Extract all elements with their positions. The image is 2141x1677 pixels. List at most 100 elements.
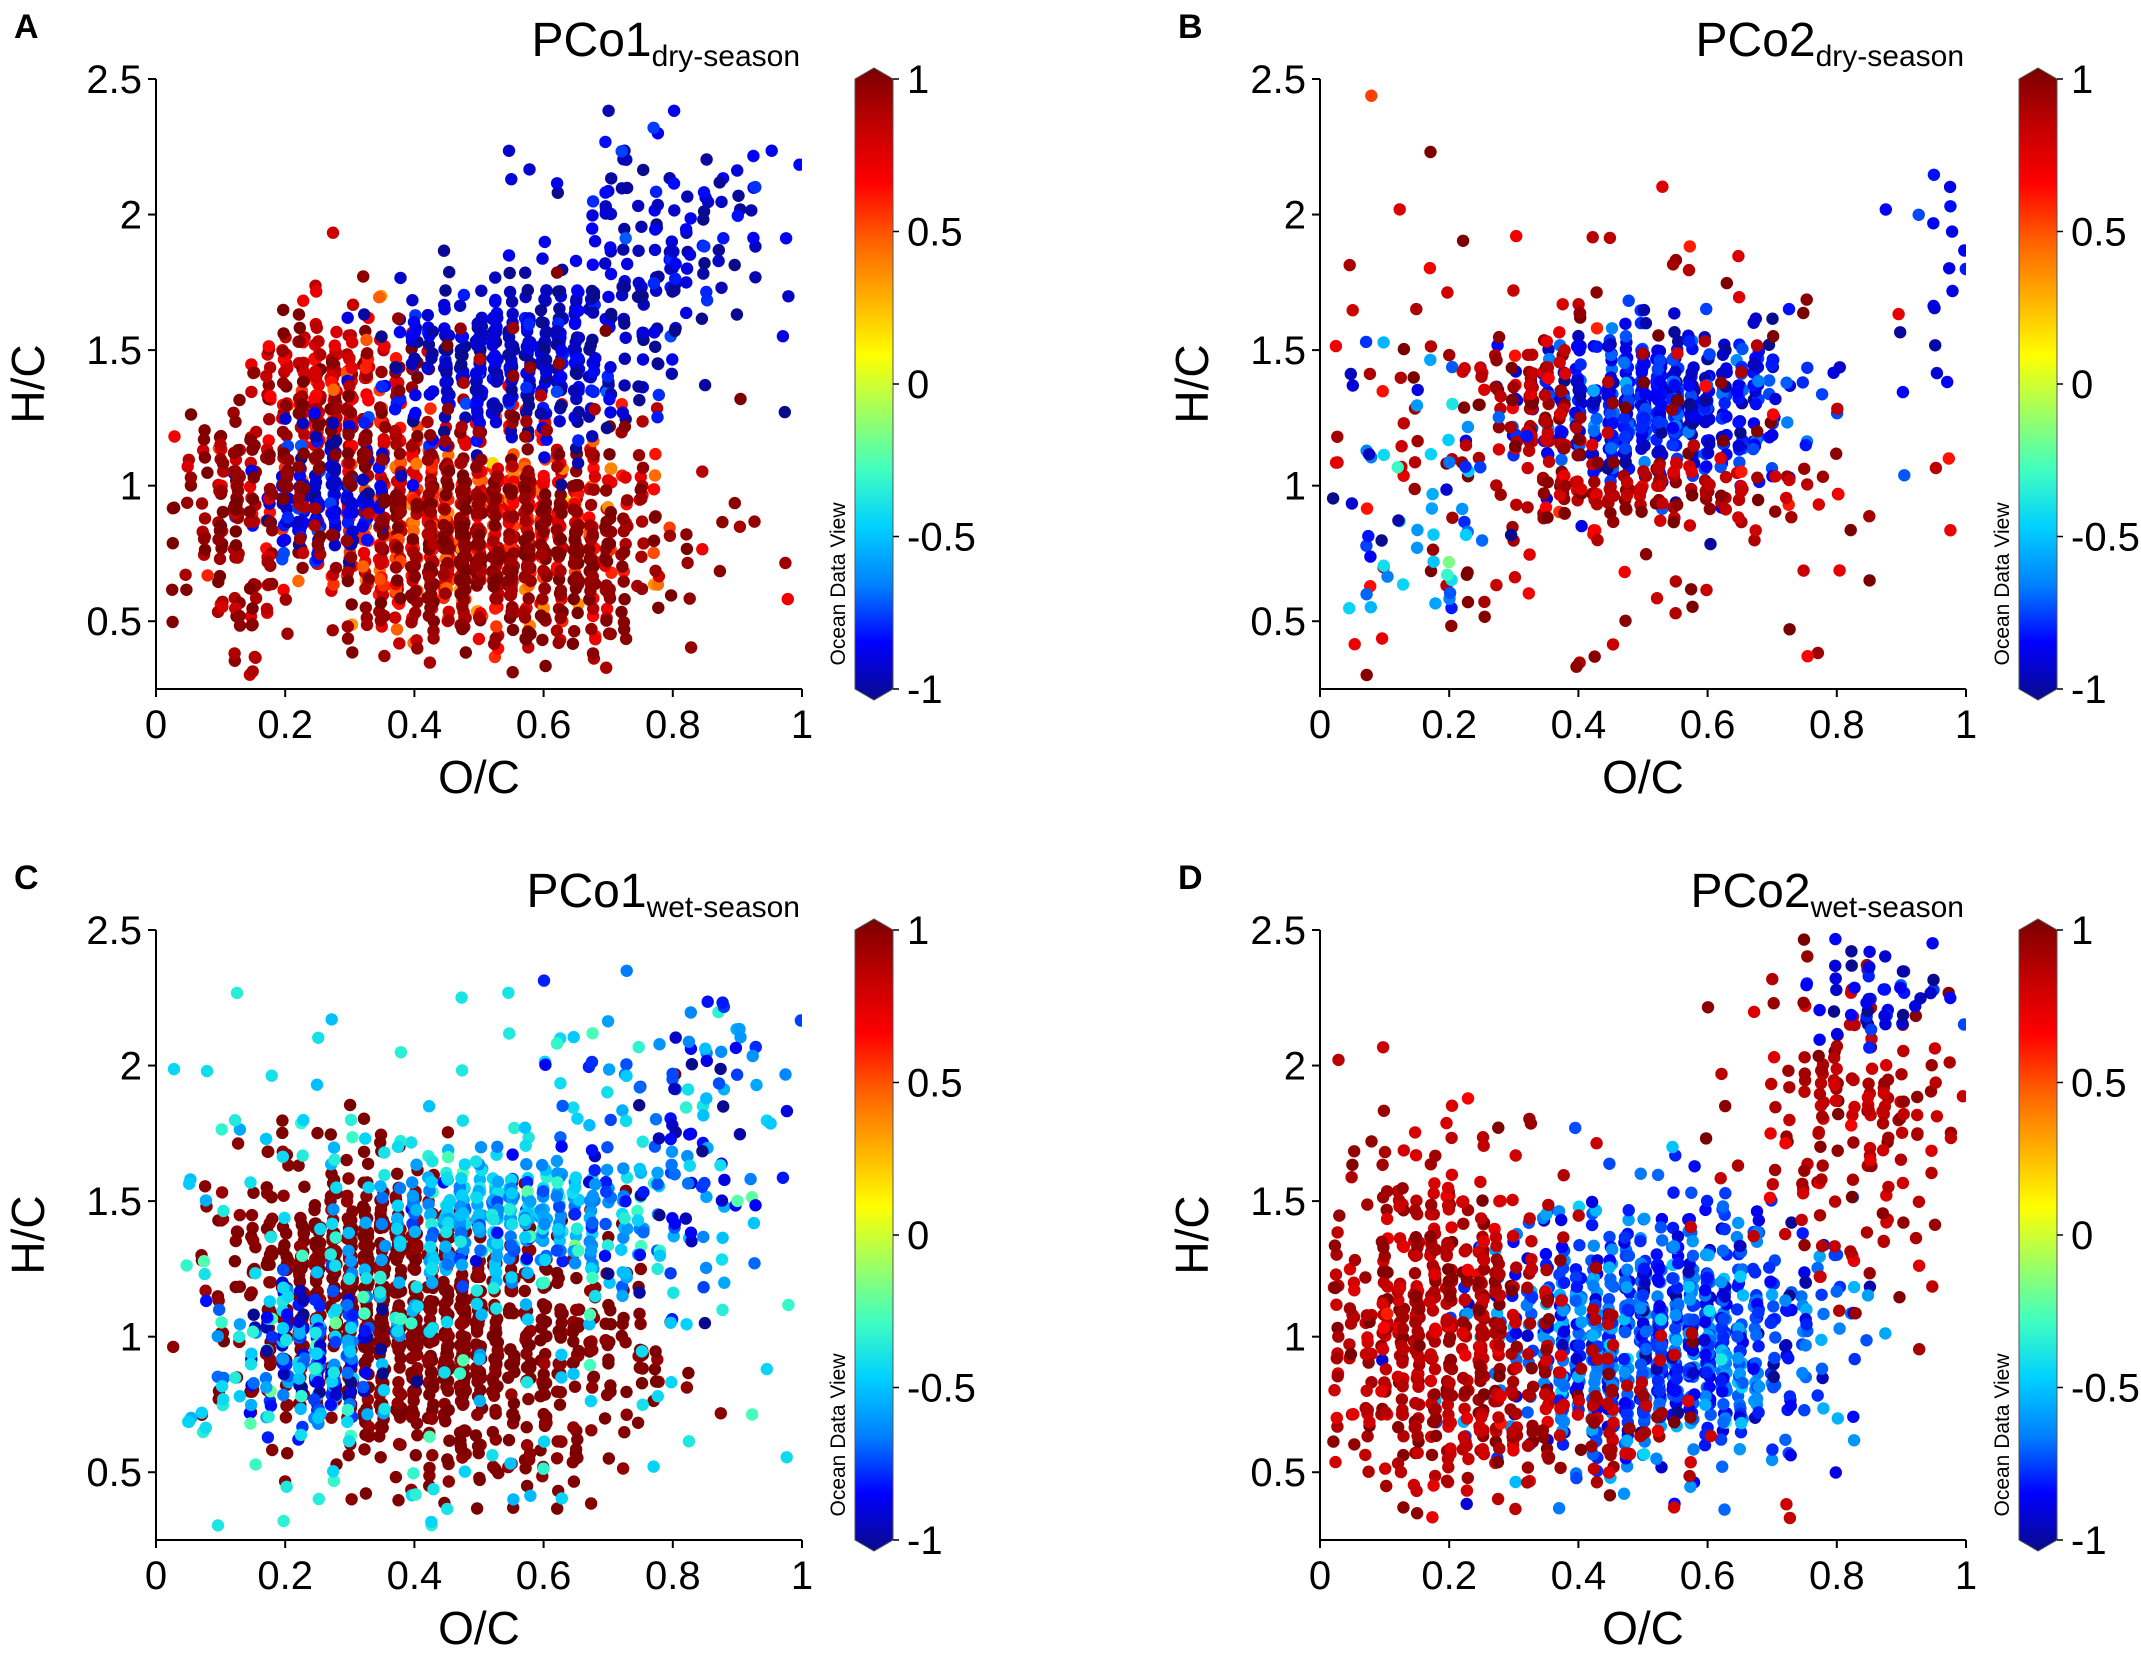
data-point [329, 449, 341, 461]
data-point [476, 327, 488, 339]
data-point [277, 535, 289, 547]
data-point [556, 1317, 568, 1329]
data-point [637, 353, 649, 365]
data-point [1411, 524, 1423, 536]
data-point [506, 1148, 518, 1160]
data-point [363, 1430, 375, 1442]
data-point [424, 1303, 436, 1315]
data-point [199, 1180, 211, 1192]
data-point [490, 1357, 502, 1369]
data-point [572, 1345, 584, 1357]
data-point [1801, 362, 1813, 374]
data-point [635, 493, 647, 505]
data-point [1736, 343, 1748, 355]
x-tick-label: 0.2 [1421, 703, 1477, 747]
data-points [1327, 90, 1972, 682]
data-point [522, 284, 534, 296]
data-point [1524, 379, 1536, 391]
data-point [555, 344, 567, 356]
data-point [358, 417, 370, 429]
data-point [648, 535, 660, 547]
data-point [342, 575, 354, 587]
data-point [407, 479, 419, 491]
panel-letter: A [14, 8, 39, 46]
data-point [346, 336, 358, 348]
data-point [1813, 498, 1825, 510]
data-point [1687, 361, 1699, 373]
data-point [1751, 425, 1763, 437]
data-point [297, 417, 309, 429]
data-point [747, 232, 759, 244]
data-point [442, 1339, 454, 1351]
data-point [1462, 421, 1474, 433]
data-point [424, 656, 436, 668]
data-point [213, 1304, 225, 1316]
data-point [470, 1255, 482, 1267]
data-point [232, 1137, 244, 1149]
data-point [492, 1176, 504, 1188]
data-point [228, 465, 240, 477]
data-point [454, 300, 466, 312]
data-point [1574, 307, 1586, 319]
data-point [680, 223, 692, 235]
data-point [1930, 462, 1942, 474]
y-tick-label: 0.5 [86, 600, 142, 644]
data-point [491, 402, 503, 414]
data-point [1590, 286, 1602, 298]
data-point [358, 308, 370, 320]
data-point [1801, 478, 1813, 490]
data-point [409, 389, 421, 401]
data-point [680, 307, 692, 319]
data-point [1555, 384, 1567, 396]
colorbar-gradient [2019, 68, 2057, 700]
data-point [1671, 347, 1683, 359]
data-point [1541, 511, 1553, 523]
data-point [1574, 358, 1586, 370]
data-point [262, 556, 274, 568]
data-point [617, 1318, 629, 1330]
data-point [1652, 462, 1664, 474]
data-point [1780, 492, 1792, 504]
data-point [685, 212, 697, 224]
data-point [537, 526, 549, 538]
data-point [1543, 456, 1555, 468]
data-point [426, 1413, 438, 1425]
data-point [602, 1239, 614, 1251]
data-point [294, 335, 306, 347]
data-point [1521, 501, 1533, 513]
data-point [341, 1190, 353, 1202]
data-point [327, 417, 339, 429]
data-point [669, 273, 681, 285]
data-point [535, 389, 547, 401]
x-axis-label: O/C [1602, 751, 1684, 803]
data-point [1376, 632, 1388, 644]
data-point [310, 1348, 322, 1360]
data-point [507, 308, 519, 320]
data-point [326, 507, 338, 519]
data-point [281, 628, 293, 640]
data-point [1475, 371, 1487, 383]
x-tick-label: 0 [1309, 703, 1331, 747]
data-point [554, 415, 566, 427]
data-point [263, 413, 275, 425]
data-point [1731, 386, 1743, 398]
data-point [505, 605, 517, 617]
data-point [700, 153, 712, 165]
data-point [524, 1362, 536, 1374]
data-point [409, 407, 421, 419]
data-point [1880, 203, 1892, 215]
data-point [1652, 363, 1664, 375]
data-point [1619, 318, 1631, 330]
data-point [732, 210, 744, 222]
data-point [1801, 650, 1813, 662]
data-point [649, 448, 661, 460]
data-point [571, 526, 583, 538]
data-point [540, 1300, 552, 1312]
data-point [604, 406, 616, 418]
data-point [519, 611, 531, 623]
data-point [587, 570, 599, 582]
data-point [489, 294, 501, 306]
data-point [263, 578, 275, 590]
data-point [1699, 380, 1711, 392]
